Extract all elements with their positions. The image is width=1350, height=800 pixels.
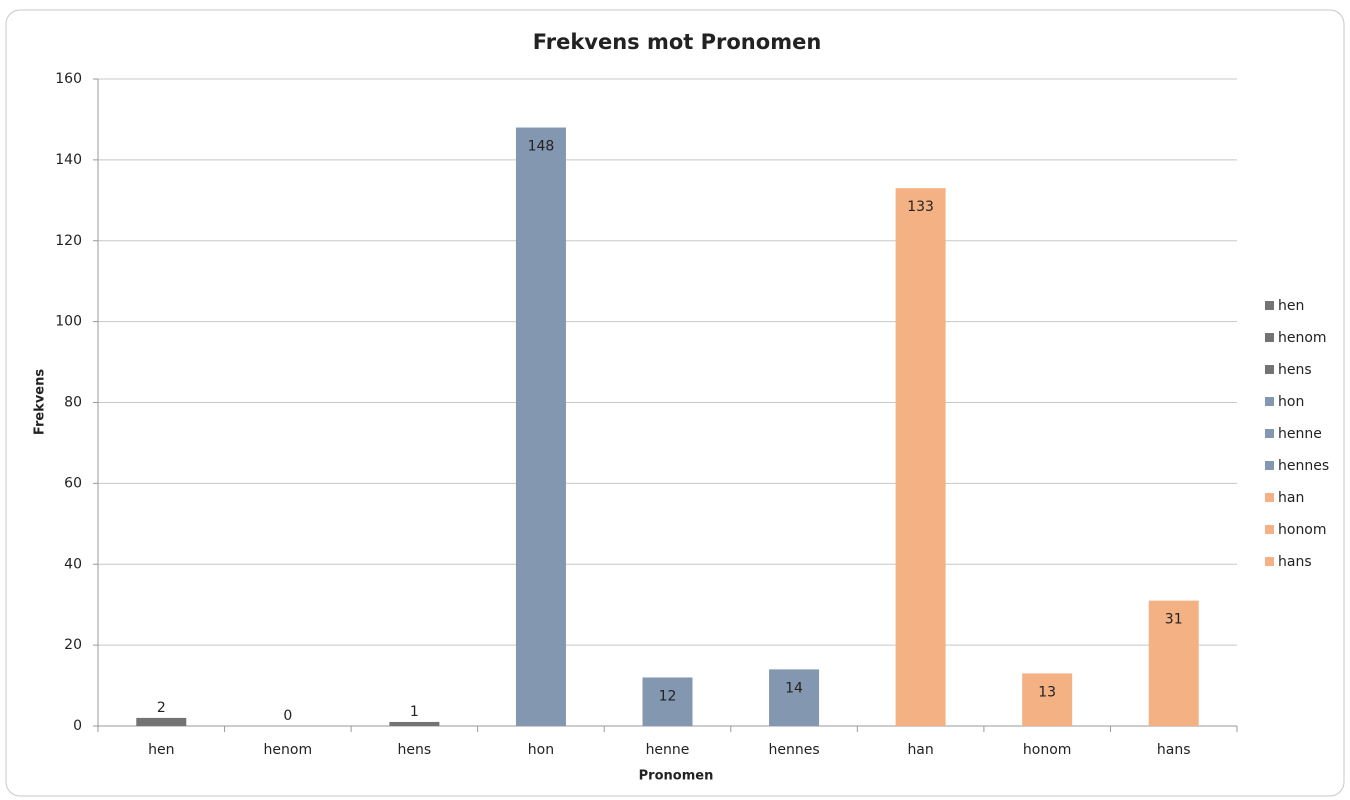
x-tick-label: hen <box>148 742 174 758</box>
data-label: 148 <box>528 139 555 155</box>
x-tick-label: han <box>907 742 933 758</box>
legend-swatch <box>1265 557 1274 566</box>
x-tick-label: hon <box>528 742 554 758</box>
data-label: 14 <box>785 680 803 696</box>
legend-swatch <box>1265 333 1274 342</box>
legend-label: hans <box>1278 554 1312 570</box>
legend-swatch <box>1265 397 1274 406</box>
chart-title: Frekvens mot Pronomen <box>533 30 822 54</box>
bar <box>1022 673 1073 726</box>
legend-label: henom <box>1278 330 1327 346</box>
y-tick-label: 120 <box>55 233 82 249</box>
legend-swatch <box>1265 429 1274 438</box>
x-axis-label: Pronomen <box>639 769 714 784</box>
y-tick-label: 80 <box>64 395 82 411</box>
data-label: 12 <box>659 688 677 704</box>
bar <box>895 188 946 726</box>
data-label: 13 <box>1038 684 1056 700</box>
y-tick-label: 160 <box>55 71 82 87</box>
legend-swatch <box>1265 365 1274 374</box>
x-tick-label: henom <box>264 742 313 758</box>
y-tick-label: 0 <box>73 718 82 734</box>
x-tick-label: hens <box>398 742 432 758</box>
legend-label: hens <box>1278 362 1312 378</box>
x-tick-label: honom <box>1023 742 1072 758</box>
legend-label: hennes <box>1278 458 1329 474</box>
x-tick-label: hans <box>1157 742 1191 758</box>
data-label: 0 <box>283 708 292 724</box>
bar <box>642 677 693 726</box>
y-tick-label: 40 <box>64 556 82 572</box>
bar <box>136 717 187 726</box>
legend-label: han <box>1278 490 1304 506</box>
legend-swatch <box>1265 301 1274 310</box>
data-label: 2 <box>157 700 166 716</box>
legend-label: henne <box>1278 426 1322 442</box>
bar <box>769 669 820 726</box>
data-label: 31 <box>1165 612 1183 628</box>
legend-label: honom <box>1278 522 1327 538</box>
data-label: 133 <box>907 199 934 215</box>
y-tick-label: 100 <box>55 314 82 330</box>
bar <box>515 127 566 726</box>
bar <box>1148 600 1199 726</box>
bar <box>389 721 440 726</box>
legend-swatch <box>1265 525 1274 534</box>
y-tick-label: 60 <box>64 475 82 491</box>
y-tick-label: 20 <box>64 637 82 653</box>
x-tick-label: hennes <box>768 742 819 758</box>
x-tick-label: henne <box>646 742 690 758</box>
legend-label: hon <box>1278 394 1304 410</box>
legend-swatch <box>1265 461 1274 470</box>
legend-swatch <box>1265 493 1274 502</box>
y-axis-label: Frekvens <box>33 369 48 435</box>
legend-label: hen <box>1278 298 1304 314</box>
y-tick-label: 140 <box>55 152 82 168</box>
data-label: 1 <box>410 704 419 720</box>
